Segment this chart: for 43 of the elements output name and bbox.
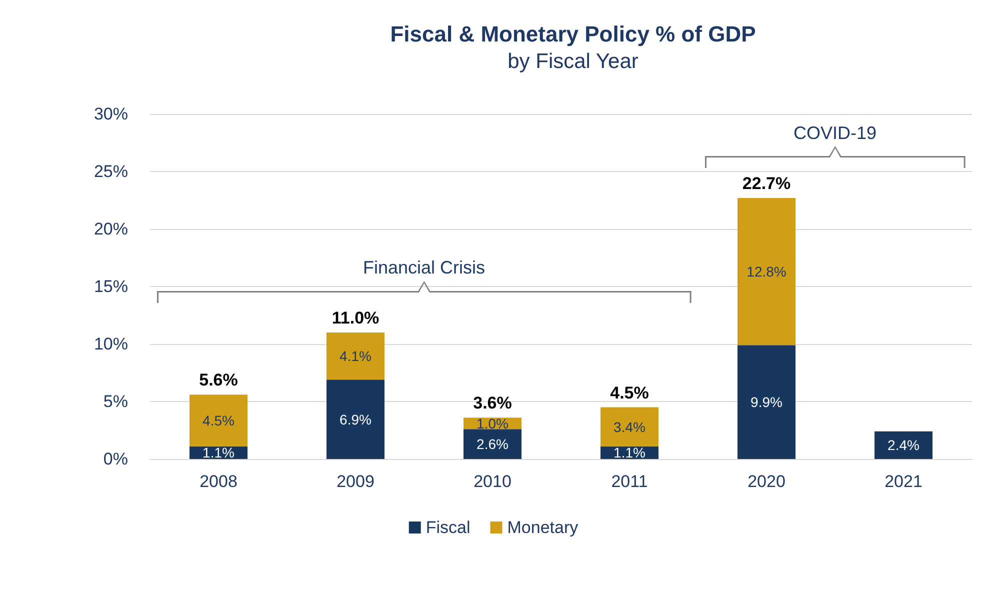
- x-tick-label: 2009: [336, 472, 374, 491]
- y-tick-label: 5%: [103, 392, 128, 411]
- y-tick-label: 0%: [103, 450, 128, 468]
- chart-subtitle: by Fiscal Year: [508, 50, 638, 73]
- x-tick-label: 2020: [748, 472, 786, 491]
- data-label: 1.1%: [614, 444, 646, 461]
- data-label: 12.8%: [746, 264, 786, 280]
- bar: [738, 345, 796, 459]
- x-tick-label: 2010: [474, 472, 512, 491]
- data-label: 2.6%: [476, 436, 508, 452]
- total-label: 11.0%: [332, 308, 380, 328]
- annotation: Financial Crisis: [362, 258, 486, 278]
- x-tick-label: 2021: [884, 472, 922, 491]
- total-label: 4.5%: [610, 383, 649, 402]
- data-label: 1.1%: [202, 444, 234, 461]
- data-label: 4.5%: [202, 412, 234, 428]
- y-tick-label: 20%: [94, 220, 128, 238]
- bar: [326, 380, 384, 459]
- annotation: COVID-19: [793, 122, 877, 143]
- data-label: 9.9%: [750, 394, 782, 410]
- x-tick-label: 2008: [200, 472, 238, 491]
- y-tick-label: 25%: [94, 162, 128, 181]
- data-label: 2.4%: [888, 437, 920, 454]
- total-label: 5.6%: [199, 370, 238, 390]
- data-label: 4.1%: [340, 348, 372, 364]
- x-tick-label: 2011: [611, 472, 648, 491]
- total-label: 3.6%: [473, 394, 512, 413]
- bar: [190, 394, 248, 446]
- y-tick-label: 10%: [94, 334, 128, 354]
- bar: [738, 198, 796, 346]
- y-tick-label: 30%: [94, 104, 128, 124]
- bar: [326, 332, 384, 380]
- total-label: 22.7%: [742, 174, 791, 193]
- chart-title: Fiscal & Monetary Policy % of GDP: [390, 22, 756, 46]
- bar: [600, 407, 658, 446]
- y-tick-label: 15%: [94, 277, 128, 296]
- data-label: 3.4%: [614, 418, 646, 435]
- data-label: 1.0%: [476, 415, 508, 432]
- bar: [874, 431, 932, 459]
- legend-label: Monetary: [507, 518, 579, 537]
- bar: [464, 429, 522, 459]
- legend-label: Fiscal: [426, 518, 470, 537]
- data-label: 6.9%: [340, 411, 372, 428]
